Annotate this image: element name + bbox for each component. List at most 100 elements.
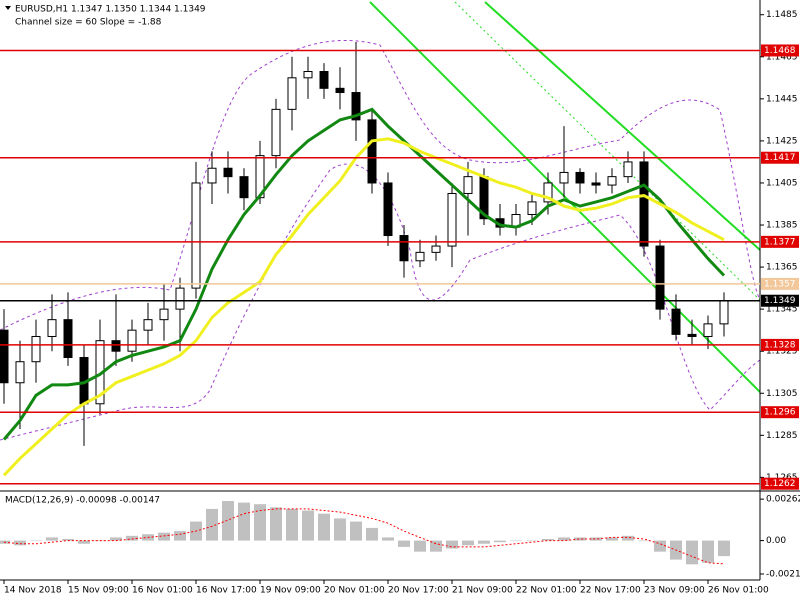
macd-bar <box>606 537 618 541</box>
y-tick-label: 1.1385 <box>766 221 798 231</box>
candle-body <box>31 335 41 363</box>
candle-body <box>207 167 217 184</box>
macd-bar <box>558 537 570 541</box>
y-tick-label: 0.00 <box>766 536 786 546</box>
y-tick-label: 1.1485 <box>766 10 798 20</box>
level-label: 1.1349 <box>764 296 796 306</box>
macd-bar <box>158 532 170 541</box>
macd-bar <box>718 540 730 557</box>
macd-bar <box>510 540 522 542</box>
candle-body <box>191 182 201 289</box>
chart-header: EURUSD,H1 1.1347 1.1350 1.1344 1.1349 <box>15 5 206 15</box>
macd-bar <box>62 539 74 541</box>
candle-body <box>319 71 329 89</box>
level-label-box <box>761 235 799 248</box>
macd-bar <box>14 540 26 546</box>
macd-bar <box>78 540 90 544</box>
macd-bar <box>238 502 250 541</box>
envelope-lower <box>0 163 760 441</box>
candle-body <box>559 171 569 184</box>
level-label-box <box>761 338 799 351</box>
macd-bar <box>622 535 634 541</box>
macd-bar <box>206 508 218 541</box>
x-tick-label: 19 Nov 09:00 <box>260 586 321 596</box>
macd-bar <box>478 540 490 544</box>
candle-body <box>719 300 729 325</box>
macd-bar <box>590 537 602 541</box>
level-label-box <box>761 44 799 57</box>
x-tick-label: 16 Nov 01:00 <box>132 586 193 596</box>
candle-body <box>47 319 57 337</box>
envelope-upper <box>0 40 760 331</box>
level-label-box <box>761 151 799 164</box>
candle-body <box>607 176 617 186</box>
macd-bar <box>46 537 58 541</box>
macd-bar <box>110 537 122 541</box>
symbol-icon <box>5 6 11 10</box>
candle-body <box>399 235 409 262</box>
macd-bar <box>574 537 586 541</box>
macd-title: MACD(12,26,9) -0.00098 -0.00147 <box>5 496 160 506</box>
moving-average <box>2 107 726 441</box>
macd-bar <box>702 540 714 563</box>
macd-bar <box>174 531 186 541</box>
level-label-box <box>761 277 799 290</box>
candle-body <box>655 245 665 310</box>
macd-bar <box>366 527 378 541</box>
candle-body <box>175 287 185 310</box>
channel-lower <box>369 1 760 393</box>
y-tick-label: 1.1365 <box>766 263 798 273</box>
candle-body <box>367 119 377 184</box>
candle-body <box>463 176 473 194</box>
x-tick-label: 23 Nov 09:00 <box>644 586 705 596</box>
macd-bar <box>462 540 474 546</box>
level-label-box <box>761 294 799 307</box>
candle-body <box>687 333 697 337</box>
macd-bar <box>334 518 346 541</box>
candle-body <box>639 161 649 247</box>
channel-middle <box>454 1 760 301</box>
macd-bar <box>318 513 330 541</box>
macd-bar <box>270 507 282 541</box>
level-label: 1.1296 <box>764 408 796 418</box>
candle-body <box>351 92 361 121</box>
candle-body <box>15 361 25 384</box>
macd-bar <box>446 540 458 549</box>
y-tick-label: 1.1425 <box>766 136 798 146</box>
candle-body <box>383 182 393 237</box>
y-tick-label: 0.00262 <box>766 495 800 505</box>
candle-body <box>143 319 153 331</box>
macd-bar <box>542 539 554 541</box>
candle-body <box>239 176 249 199</box>
candle-body <box>335 87 345 94</box>
macd-bar <box>654 540 666 552</box>
level-label: 1.1262 <box>764 479 796 489</box>
chart-subtitle: Channel size = 60 Slope = -1.88 <box>15 18 162 28</box>
candle-body <box>703 323 713 337</box>
x-tick-label: 20 Nov 01:00 <box>324 586 385 596</box>
candle-body <box>671 308 681 335</box>
candle-body <box>575 171 585 184</box>
level-label: 1.1377 <box>764 237 796 247</box>
y-tick-label: 1.1445 <box>766 94 798 104</box>
y-tick-label: 1.1405 <box>766 178 798 188</box>
x-tick-label: 21 Nov 09:00 <box>452 586 513 596</box>
macd-bar <box>414 540 426 552</box>
level-label-box <box>761 406 799 419</box>
macd-bar <box>526 540 538 542</box>
macd-bar <box>350 521 362 541</box>
candle-body <box>527 201 537 216</box>
level-label: 1.1328 <box>764 340 796 350</box>
level-label: 1.1468 <box>764 46 796 56</box>
level-label: 1.1417 <box>764 153 796 163</box>
macd-bar <box>286 508 298 541</box>
level-label-box <box>761 477 799 490</box>
candle-body <box>415 251 425 262</box>
macd-bar <box>686 540 698 565</box>
x-tick-label: 20 Nov 17:00 <box>388 586 449 596</box>
panel <box>0 501 730 565</box>
level-label: 1.1357 <box>764 279 796 289</box>
macd-bar <box>254 504 266 541</box>
